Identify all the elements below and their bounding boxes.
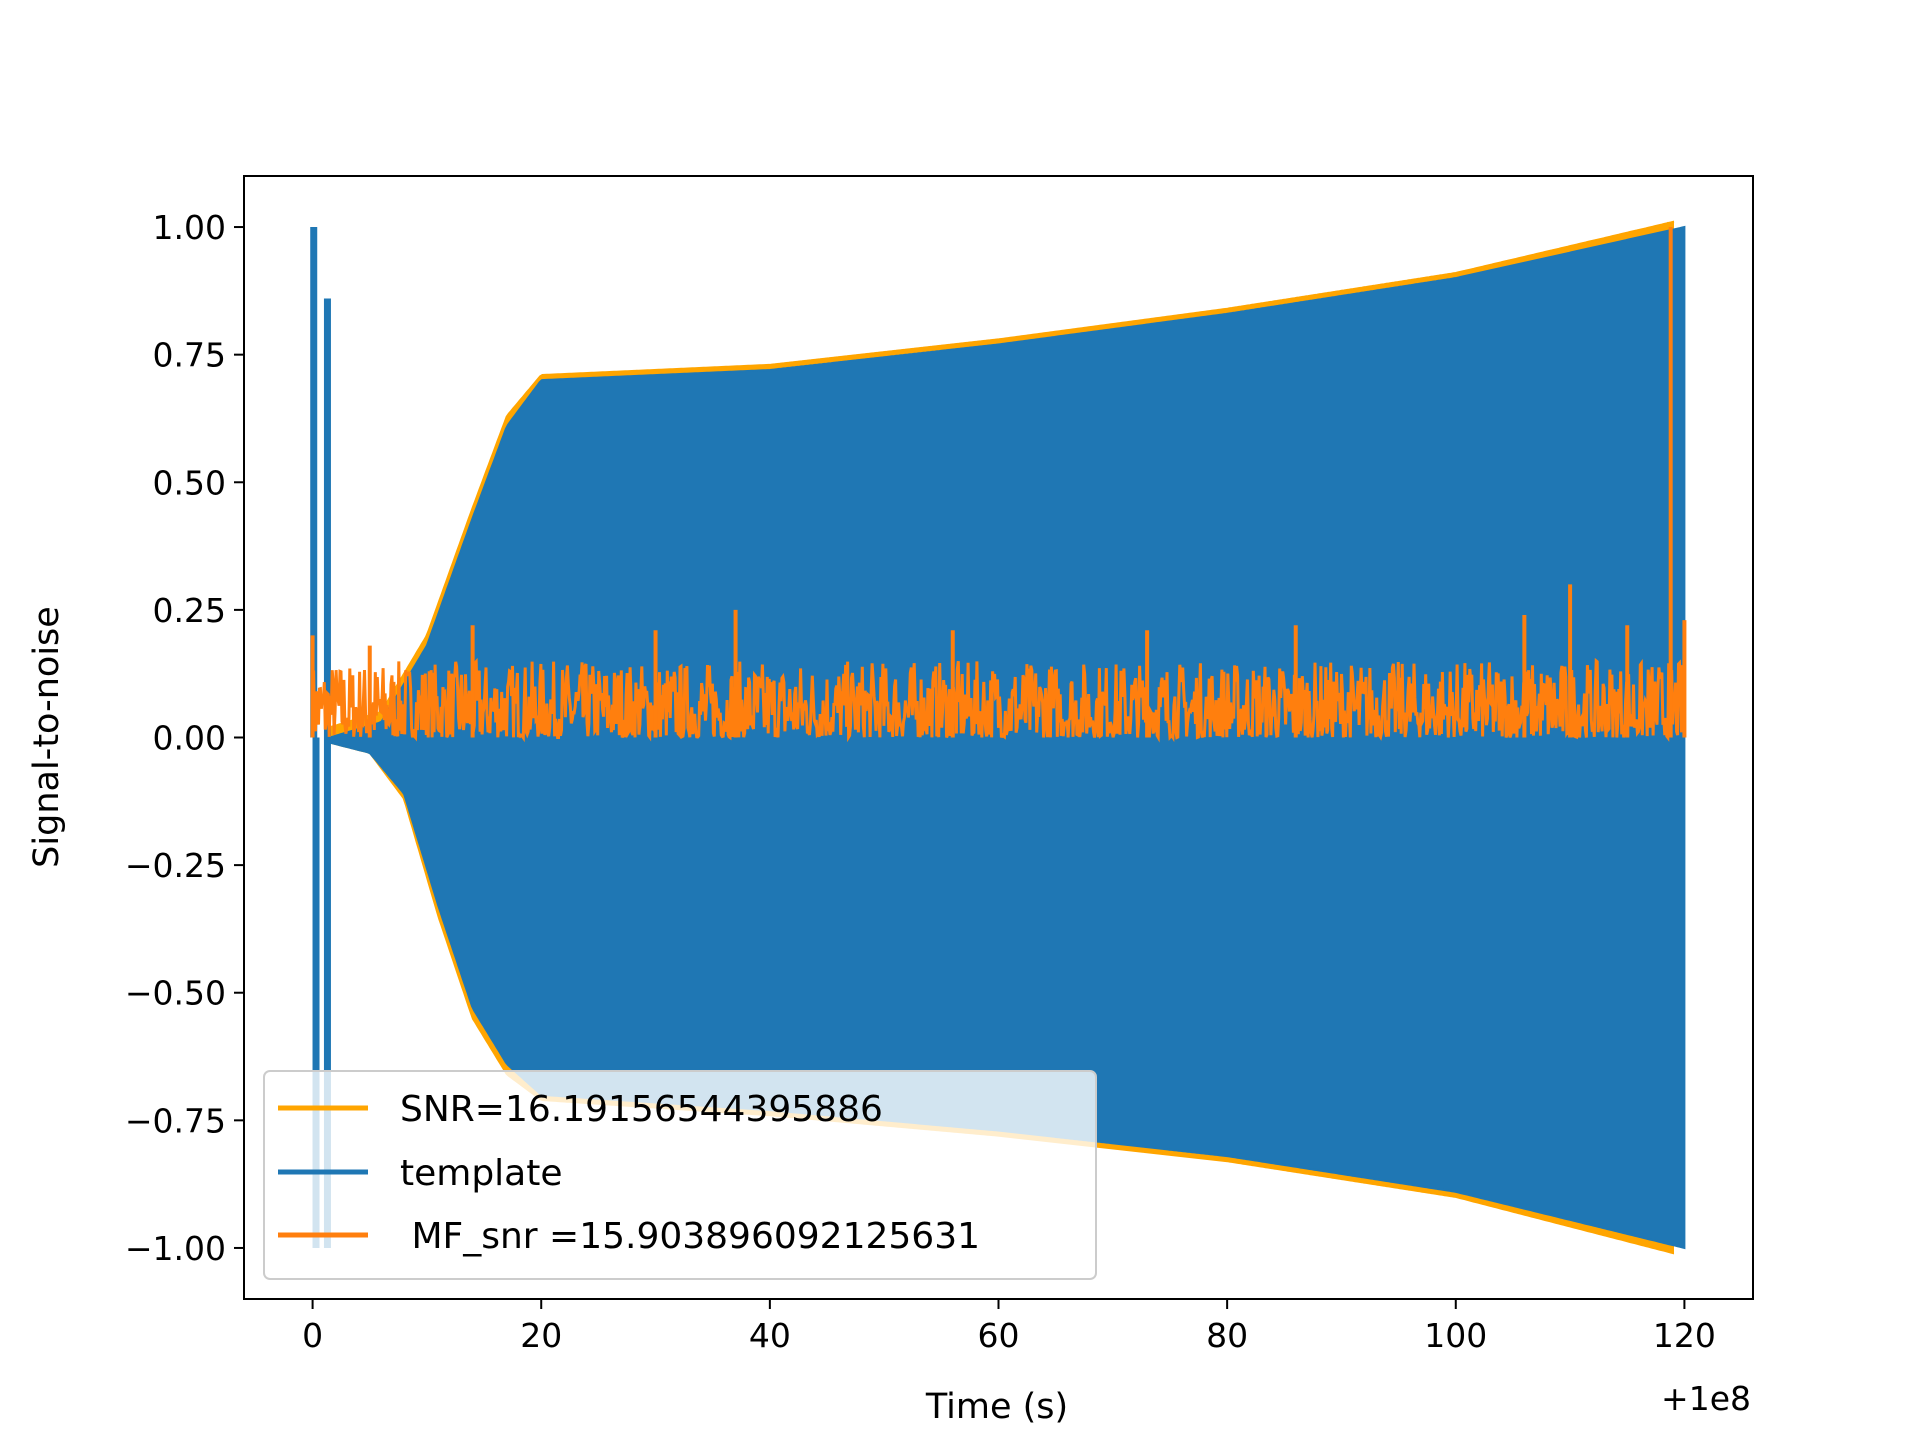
x-tick-label: 100 — [1424, 1316, 1487, 1355]
y-tick-label: 0.00 — [153, 719, 226, 758]
legend-label-mf-snr: MF_snr =15.903896092125631 — [400, 1216, 980, 1257]
y-tick-label: 0.50 — [153, 463, 226, 502]
y-tick-label: 0.75 — [153, 336, 226, 375]
y-tick-label: −1.00 — [125, 1229, 226, 1268]
mf-snr-series — [310, 227, 1687, 743]
mf-snr-trace — [311, 657, 1686, 743]
x-tick-label: 80 — [1206, 1316, 1248, 1355]
x-tick-label: 60 — [978, 1316, 1020, 1355]
legend: SNR=16.19156544395886 template MF_snr =1… — [263, 1070, 1097, 1280]
x-tick-label: 120 — [1653, 1316, 1716, 1355]
legend-box — [263, 1070, 1097, 1280]
y-tick-label: 0.25 — [153, 591, 226, 630]
y-tick-label: −0.50 — [125, 974, 226, 1013]
y-axis: 1.00 0.75 0.50 0.25 0.00 −0.25 −0.50 −0.75 −1.00 — [125, 208, 244, 1268]
x-tick-label: 0 — [302, 1316, 323, 1355]
plot-area — [310, 220, 1687, 1255]
y-tick-label: −0.25 — [125, 846, 226, 885]
x-tick-label: 20 — [520, 1316, 562, 1355]
legend-label-template: template — [400, 1153, 563, 1194]
y-axis-label: Signal-to-noise — [27, 606, 67, 868]
legend-label-snr: SNR=16.19156544395886 — [400, 1089, 883, 1130]
x-axis-label: Time (s) — [925, 1387, 1068, 1427]
x-axis-offset-label: +1e8 — [1661, 1379, 1751, 1418]
x-axis: 0 20 40 60 80 100 120 — [302, 1299, 1716, 1355]
y-tick-label: −0.75 — [125, 1101, 226, 1140]
y-tick-label: 1.00 — [153, 208, 226, 247]
x-tick-label: 40 — [749, 1316, 791, 1355]
